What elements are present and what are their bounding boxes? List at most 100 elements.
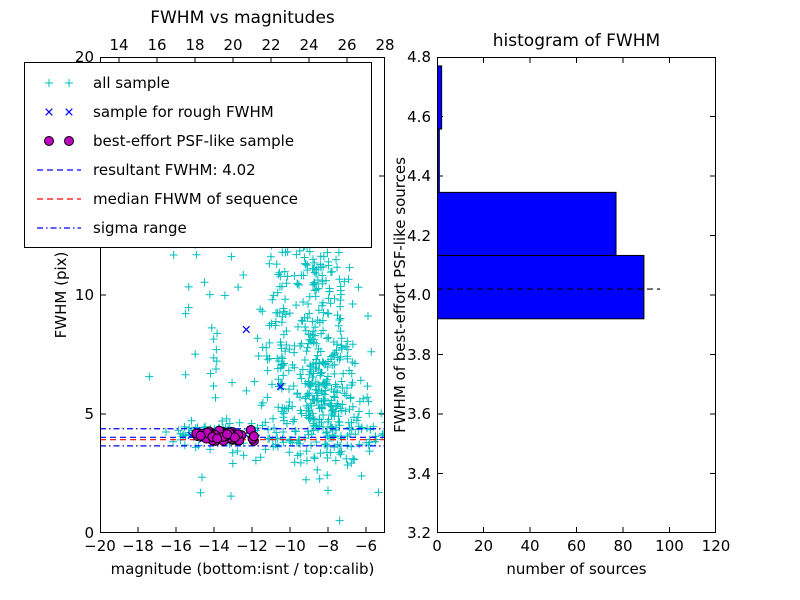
- plus-marker-icon: [365, 409, 374, 418]
- plus-marker-icon: [298, 365, 307, 374]
- plus-marker-icon: [306, 411, 315, 420]
- plus-marker-icon: [311, 358, 320, 367]
- plus-marker-icon: [265, 321, 274, 330]
- plus-marker-icon: [310, 278, 319, 287]
- plus-marker-icon: [296, 370, 305, 379]
- histogram-bar: [437, 254, 645, 320]
- y-tick-label: 10: [74, 286, 94, 304]
- plus-marker-icon: [355, 440, 364, 449]
- plus-marker-icon: [301, 260, 310, 269]
- plus-marker-icon: [242, 386, 251, 395]
- plus-marker-icon: [181, 370, 190, 379]
- circle-marker-icon: [222, 429, 233, 440]
- plus-marker-icon: [191, 350, 200, 359]
- plus-marker-icon: [336, 450, 345, 459]
- plus-marker-icon: [300, 434, 309, 443]
- plus-marker-icon: [169, 251, 178, 260]
- plus-marker-icon: [280, 267, 289, 276]
- plus-marker-icon: [263, 393, 272, 402]
- plus-marker-icon: [285, 385, 294, 394]
- plus-marker-icon: [354, 425, 363, 434]
- plus-marker-icon: [330, 369, 339, 378]
- plus-marker-icon: [378, 429, 385, 438]
- plus-marker-icon: [370, 437, 379, 446]
- plus-marker-icon: [161, 428, 170, 437]
- plus-marker-icon: [180, 422, 189, 431]
- plus-marker-icon: [347, 442, 356, 451]
- plus-marker-icon: [310, 454, 319, 463]
- plus-marker-icon: [340, 277, 349, 286]
- plus-marker-icon: [45, 78, 53, 87]
- plus-marker-icon: [169, 437, 178, 446]
- plus-marker-icon: [309, 338, 318, 347]
- plus-marker-icon: [234, 283, 243, 292]
- plus-marker-icon: [290, 415, 299, 424]
- plus-marker-icon: [348, 299, 357, 308]
- x-marker-icon: [65, 107, 73, 116]
- y-tick-label: 3.2: [407, 524, 431, 542]
- plus-marker-icon: [279, 304, 288, 313]
- plus-marker-icon: [327, 352, 336, 361]
- plus-marker-icon: [288, 402, 297, 411]
- x-tick-label: −6: [354, 537, 378, 555]
- plus-marker-icon: [330, 387, 339, 396]
- plus-marker-icon: [319, 308, 328, 317]
- plus-marker-icon: [284, 366, 293, 375]
- plus-marker-icon: [319, 262, 328, 271]
- plus-marker-icon: [317, 263, 326, 272]
- legend: all sample sample for rough FWHM best-effo…: [24, 62, 372, 248]
- plus-marker-icon: [288, 417, 297, 426]
- plus-marker-icon: [328, 406, 337, 415]
- plus-marker-icon: [333, 401, 342, 410]
- plus-marker-icon: [227, 252, 236, 261]
- plus-marker-icon: [272, 428, 281, 437]
- plus-marker-icon: [305, 335, 314, 344]
- plus-marker-icon: [309, 395, 318, 404]
- plus-marker-icon: [335, 448, 344, 457]
- plus-marker-icon: [308, 317, 317, 326]
- x-tick-label: −14: [198, 537, 230, 555]
- plus-marker-icon: [265, 259, 274, 268]
- plus-marker-icon: [318, 404, 327, 413]
- plus-marker-icon: [319, 358, 328, 367]
- plus-marker-icon: [278, 361, 287, 370]
- plus-marker-icon: [302, 347, 311, 356]
- plus-marker-icon: [250, 377, 259, 386]
- plus-marker-icon: [206, 369, 215, 378]
- plus-marker-icon: [315, 359, 324, 368]
- plus-marker-icon: [303, 389, 312, 398]
- left-axes-frame: [100, 57, 385, 533]
- right-axes-frame: [437, 57, 716, 533]
- plus-marker-icon: [314, 365, 323, 374]
- histogram-bar: [437, 191, 617, 256]
- plus-marker-icon: [304, 339, 313, 348]
- plus-marker-icon: [344, 418, 353, 427]
- plus-marker-icon: [265, 354, 274, 363]
- x-tick-label: −8: [316, 537, 340, 555]
- plus-marker-icon: [279, 371, 288, 380]
- y-tick-label: 4.0: [407, 286, 431, 304]
- plus-marker-icon: [293, 279, 302, 288]
- plus-marker-icon: [174, 426, 183, 435]
- plus-marker-icon: [211, 393, 220, 402]
- plus-marker-icon: [298, 317, 307, 326]
- plus-marker-icon: [355, 407, 364, 416]
- plus-marker-icon: [343, 352, 352, 361]
- plus-marker-icon: [184, 303, 193, 312]
- plus-marker-icon: [302, 475, 311, 484]
- plus-marker-icon: [293, 389, 302, 398]
- plus-marker-icon: [296, 406, 305, 415]
- plus-marker-icon: [378, 431, 385, 440]
- plus-marker-icon: [304, 330, 313, 339]
- top-tick-label: 26: [337, 36, 357, 54]
- plus-marker-icon: [209, 382, 218, 391]
- plus-marker-icon: [349, 454, 358, 463]
- plus-marker-icon: [363, 393, 372, 402]
- plus-marker-icon: [323, 486, 332, 495]
- plus-marker-icon: [333, 311, 342, 320]
- x-tick-label: −16: [160, 537, 192, 555]
- plus-marker-icon: [332, 382, 341, 391]
- plus-marker-icon: [212, 365, 221, 374]
- plus-marker-icon: [297, 374, 306, 383]
- x-tick-label: 0: [432, 537, 442, 555]
